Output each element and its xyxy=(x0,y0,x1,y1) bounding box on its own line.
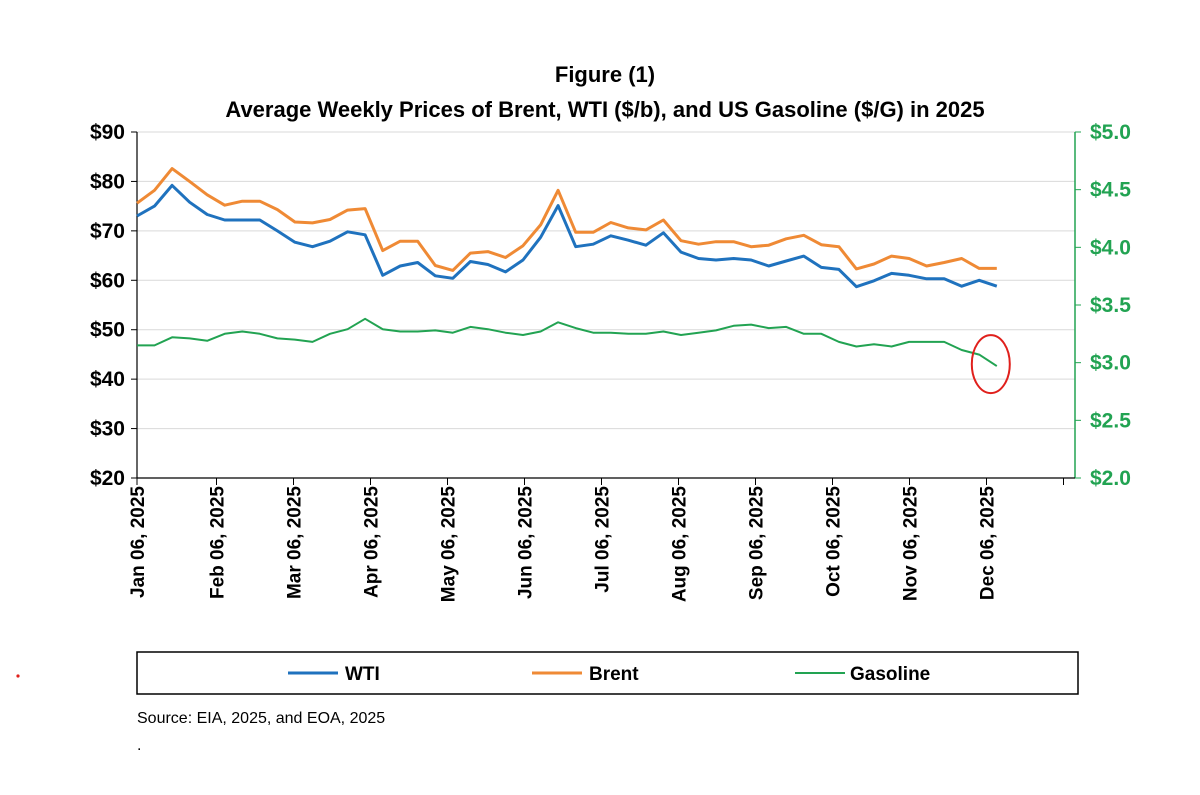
x-tick-label: May 06, 2025 xyxy=(439,486,460,603)
y-left-tick-label: $50 xyxy=(90,319,125,342)
y-axis-right-ticks: $2.0 $2.5 $3.0 $3.5 $4.0 $4.5 $5.0 xyxy=(1075,121,1131,490)
series-line-gasoline xyxy=(137,317,998,367)
legend: WTI Brent Gasoline xyxy=(136,651,1079,695)
x-tick-label: Sep 06, 2025 xyxy=(747,486,768,601)
y-right-tick-label: $3.5 xyxy=(1090,294,1131,317)
chart-title: Figure (1) xyxy=(555,62,655,87)
chart-subtitle: Average Weekly Prices of Brent, WTI ($/b… xyxy=(225,97,984,122)
y-left-tick-label: $20 xyxy=(90,467,125,490)
series-layer xyxy=(136,167,998,367)
axes xyxy=(136,132,1076,479)
x-tick-label: Apr 06, 2025 xyxy=(362,486,383,598)
y-left-tick-label: $30 xyxy=(90,418,125,441)
y-left-tick-label: $70 xyxy=(90,220,125,243)
x-tick-label: Nov 06, 2025 xyxy=(901,486,922,602)
x-tick-label: Mar 06, 2025 xyxy=(285,486,306,599)
x-tick-label: Oct 06, 2025 xyxy=(824,486,845,597)
legend-label-gasoline: Gasoline xyxy=(850,664,930,685)
y-left-tick-label: $60 xyxy=(90,269,125,292)
y-right-tick-label: $3.0 xyxy=(1090,352,1131,375)
y-right-tick-label: $2.0 xyxy=(1090,467,1131,490)
legend-label-wti: WTI xyxy=(345,664,380,685)
source-note: Source: EIA, 2025, and EOA, 2025 xyxy=(137,710,385,727)
x-tick-label: Jul 06, 2025 xyxy=(593,486,614,593)
stray-red-dot xyxy=(16,674,20,678)
footnote-dot: . xyxy=(137,737,141,754)
y-right-tick-label: $4.0 xyxy=(1090,236,1131,259)
annotation-circle xyxy=(970,334,1011,395)
y-right-tick-label: $4.5 xyxy=(1090,179,1131,202)
x-tick-label: Jun 06, 2025 xyxy=(516,486,537,599)
x-tick-label: Aug 06, 2025 xyxy=(670,486,691,603)
y-right-tick-label: $2.5 xyxy=(1090,409,1131,432)
y-left-tick-label: $40 xyxy=(90,368,125,391)
gridlines xyxy=(137,131,1075,430)
x-tick-label: Feb 06, 2025 xyxy=(208,486,229,599)
y-left-tick-label: $90 xyxy=(90,121,125,144)
legend-label-brent: Brent xyxy=(589,664,639,685)
x-tick-label: Jan 06, 2025 xyxy=(128,486,149,598)
series-line-wti xyxy=(136,183,998,289)
y-axis-left-ticks: $20 $30 $40 $50 $60 $70 $80 $90 xyxy=(90,121,137,490)
annotation-layer xyxy=(970,334,1011,395)
series-line-brent xyxy=(136,167,997,272)
x-tick-label: Dec 06, 2025 xyxy=(978,486,999,601)
x-axis-ticks: Jan 06, 2025 Feb 06, 2025 Mar 06, 2025 Apr … xyxy=(128,478,1064,602)
y-right-tick-label: $5.0 xyxy=(1090,121,1131,144)
y-left-tick-label: $80 xyxy=(90,170,125,193)
